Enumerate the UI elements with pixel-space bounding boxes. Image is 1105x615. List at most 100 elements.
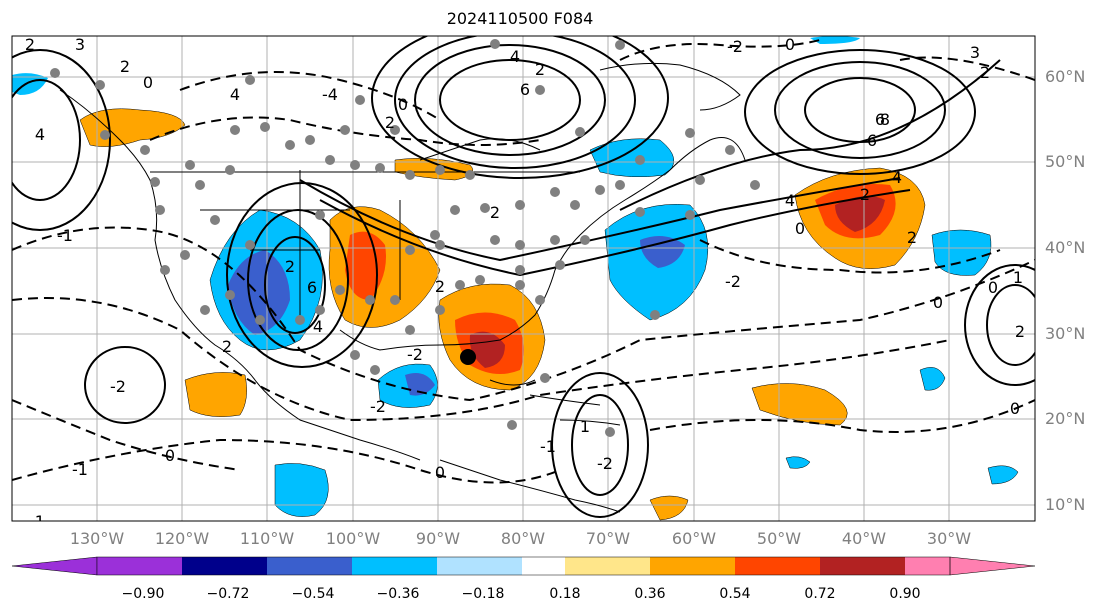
contour-label: -2: [370, 397, 386, 416]
contour-lines: [12, 36, 1035, 518]
contour-label: -1: [29, 512, 45, 531]
contour-label: 2: [285, 257, 295, 276]
lon-label: 110°W: [239, 529, 295, 548]
cold-anomaly: [12, 73, 48, 95]
storm-center-marker: [460, 349, 476, 365]
lat-label: 20°N: [1045, 409, 1086, 428]
colorbar-segment: [522, 557, 565, 575]
contour-label: -2: [727, 37, 743, 56]
contour-label: 0: [165, 446, 175, 465]
lat-label: 50°N: [1045, 152, 1086, 171]
contour-label: 1: [1013, 268, 1023, 287]
colorbar-tick: −0.18: [461, 586, 505, 602]
colorbar-low-arrow: [11, 556, 98, 576]
contour-label: 2: [490, 203, 500, 222]
contour-label: 4: [510, 47, 520, 66]
colorbar-segment: [905, 557, 950, 575]
contour-label: -1: [57, 226, 73, 245]
lat-label: 40°N: [1045, 238, 1086, 257]
colorbar-segment: [565, 557, 650, 575]
contour-label: -2: [110, 377, 126, 396]
contour-label: 6: [520, 80, 530, 99]
lat-label: 30°N: [1045, 324, 1086, 343]
station-points: [50, 39, 760, 437]
contour-label: 6: [875, 110, 885, 129]
lon-label: 70°W: [585, 529, 631, 548]
warm-anomaly: [835, 196, 885, 232]
contour-label: 4: [785, 191, 795, 210]
colorbar-segment: [437, 557, 522, 575]
cold-anomaly: [785, 456, 811, 469]
colorbar-segment: [267, 557, 352, 575]
lon-label: 120°W: [154, 529, 210, 548]
contour-label: -2: [597, 454, 613, 473]
contour-label: 2: [435, 277, 445, 296]
contour-label: 2: [980, 63, 990, 82]
warm-anomaly: [345, 231, 386, 300]
colorbar-tick: 0.36: [634, 586, 666, 602]
cold-anomaly: [987, 465, 1019, 485]
contour-label: 0: [795, 219, 805, 238]
contour-label: 0: [785, 35, 795, 54]
colorbar-high-arrow: [949, 556, 1036, 576]
contour-label: 2: [1015, 322, 1025, 341]
contour-label: 2: [385, 113, 395, 132]
contour-label: 0: [988, 278, 998, 297]
contour-label: 4: [892, 168, 902, 187]
colorbar-segment: [352, 557, 437, 575]
colorbar-tick: 0.90: [889, 586, 921, 602]
map-title: 2024110500 F084: [446, 9, 594, 28]
colorbar-segment: [820, 557, 905, 575]
contour-label: 6: [867, 131, 877, 150]
contour-label: -1: [540, 437, 556, 456]
colorbar-segment: [735, 557, 820, 575]
lon-label: 30°W: [926, 529, 972, 548]
contour-label: -2: [407, 345, 423, 364]
colorbar: [11, 556, 1036, 576]
lon-label: 60°W: [671, 529, 717, 548]
warm-anomaly: [184, 372, 247, 417]
colorbar-segment: [97, 557, 182, 575]
contour-label: 2: [120, 57, 130, 76]
colorbar-tick: −0.72: [206, 586, 250, 602]
contour-label: 0: [143, 73, 153, 92]
lon-label: 80°W: [500, 529, 546, 548]
contour-label: 0: [933, 293, 943, 312]
coastlines: [59, 62, 746, 513]
lon-label: 100°W: [325, 529, 381, 548]
lon-label: 90°W: [415, 529, 461, 548]
contour-label: -1: [72, 460, 88, 479]
contour-label: 4: [35, 125, 45, 144]
colorbar-segment: [650, 557, 735, 575]
colorbar-tick: 0.54: [719, 586, 751, 602]
lat-label: 60°N: [1045, 67, 1086, 86]
contour-label: 4: [313, 317, 323, 336]
contour-label: 0: [435, 463, 445, 482]
contour-label: 3: [970, 43, 980, 62]
map-frame: [11, 35, 1036, 522]
colorbar-segment: [182, 557, 267, 575]
contour-label: 0: [1010, 399, 1020, 418]
contour-label: 2: [535, 60, 545, 79]
contour-label: 2: [25, 35, 35, 54]
contour-label: 2: [222, 337, 232, 356]
cold-anomaly: [274, 463, 329, 517]
warm-anomaly: [649, 495, 689, 521]
colorbar-tick: −0.54: [291, 586, 335, 602]
contour-label: 0: [398, 95, 408, 114]
contour-label: 2: [907, 228, 917, 247]
cold-anomaly: [589, 138, 674, 178]
colorbar-tick: −0.90: [121, 586, 165, 602]
cold-anomaly: [919, 367, 946, 391]
lon-label: 40°W: [841, 529, 887, 548]
cold-anomaly: [810, 36, 860, 44]
contour-label: -2: [725, 272, 741, 291]
colorbar-tick: 0.72: [804, 586, 836, 602]
contour-label: 8: [880, 110, 890, 129]
colorbar-tick: −0.36: [376, 586, 420, 602]
contour-label: 2: [860, 185, 870, 204]
contour-label: -4: [322, 85, 338, 104]
colorbar-tick: 0.18: [549, 586, 581, 602]
contour-label: 3: [75, 35, 85, 54]
lon-label: 50°W: [756, 529, 802, 548]
